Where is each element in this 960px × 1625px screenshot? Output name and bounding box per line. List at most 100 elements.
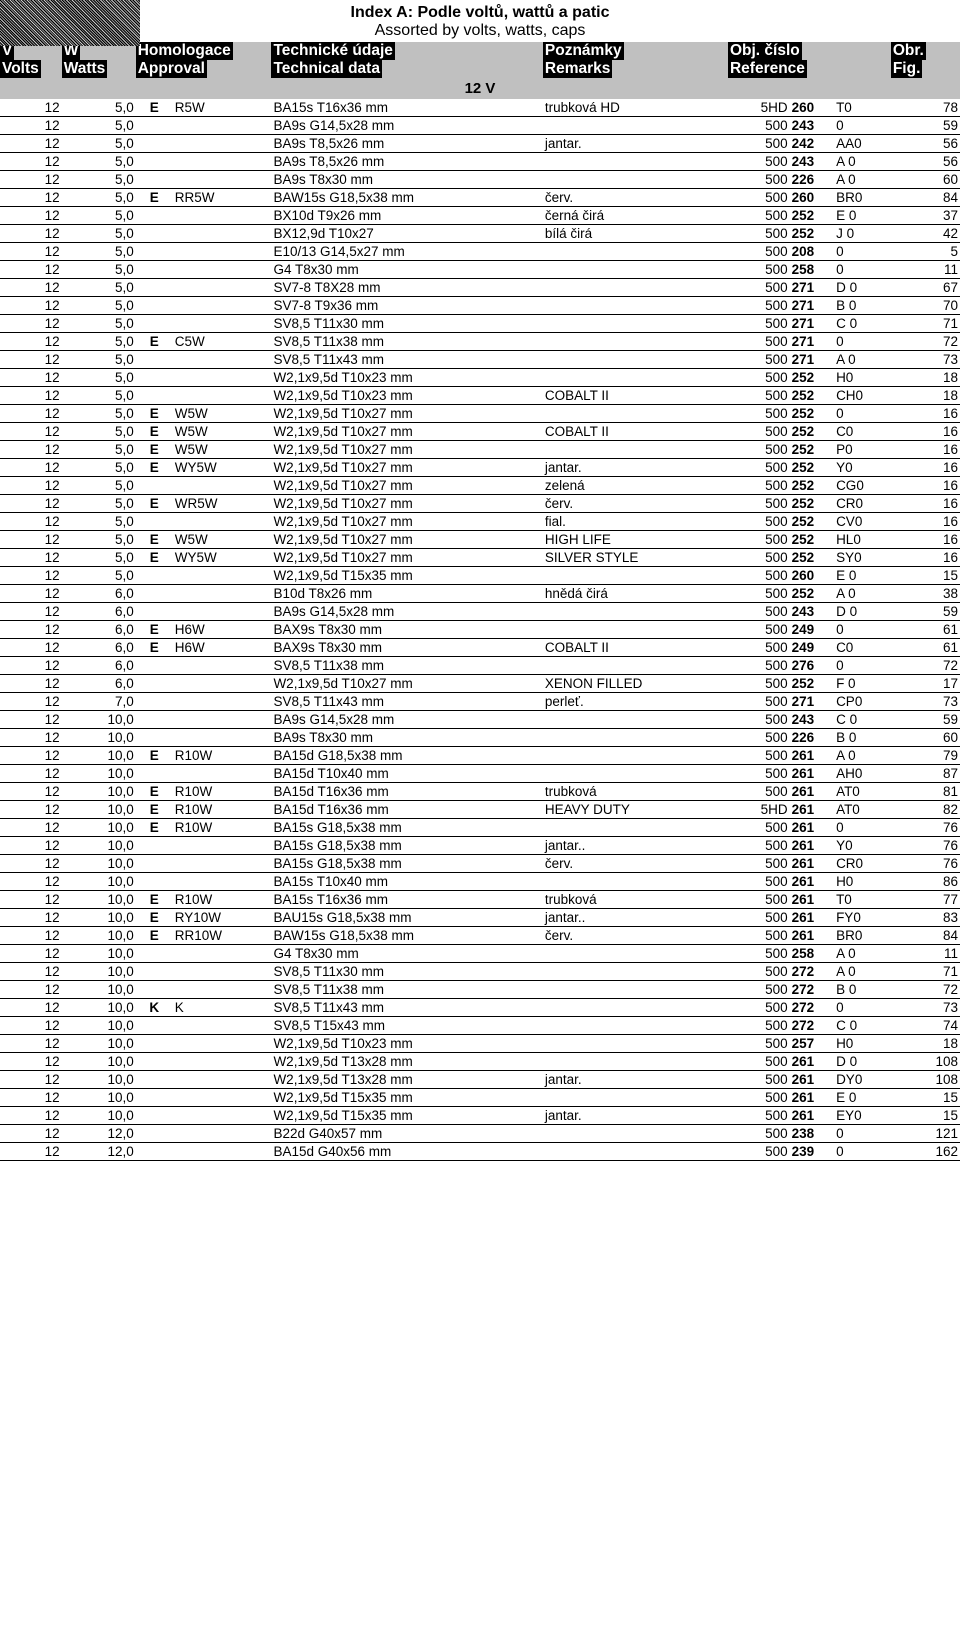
cell-approval-mark: E	[136, 819, 173, 837]
cell-volts: 12	[0, 855, 62, 873]
cell-volts: 12	[0, 1035, 62, 1053]
cell-ref-bold: 271	[790, 297, 834, 315]
table-row: 125,0W2,1x9,5d T10x27 mmfial.500252CV016	[0, 513, 960, 531]
cell-ref-suffix: J 0	[834, 225, 891, 243]
cell-ref-bold: 208	[790, 243, 834, 261]
cell-ref-prefix: 500	[728, 369, 790, 387]
table-row: 125,0G4 T8x30 mm500258011	[0, 261, 960, 279]
cell-approval-code: R10W	[173, 801, 272, 819]
cell-ref-prefix: 500	[728, 873, 790, 891]
cell-watts: 6,0	[62, 639, 136, 657]
cell-tech-data: W2,1x9,5d T15x35 mm	[271, 1089, 542, 1107]
cell-ref-prefix: 500	[728, 153, 790, 171]
hdr-volts-2: Volts	[0, 60, 41, 78]
table-row: 126,0BA9s G14,5x28 mm500243D 059	[0, 603, 960, 621]
cell-ref-suffix: A 0	[834, 945, 891, 963]
cell-remarks: COBALT II	[543, 387, 728, 405]
cell-tech-data: W2,1x9,5d T15x35 mm	[271, 567, 542, 585]
table-row: 126,0EH6WBAX9s T8x30 mm500249061	[0, 621, 960, 639]
table-row: 1210,0BA9s T8x30 mm500226B 060	[0, 729, 960, 747]
cell-approval-code	[173, 1143, 272, 1161]
cell-fig: 18	[891, 387, 960, 405]
cell-approval-code	[173, 243, 272, 261]
cell-remarks: COBALT II	[543, 639, 728, 657]
cell-fig: 59	[891, 603, 960, 621]
cell-ref-suffix: E 0	[834, 1089, 891, 1107]
cell-volts: 12	[0, 405, 62, 423]
cell-volts: 12	[0, 603, 62, 621]
cell-volts: 12	[0, 495, 62, 513]
cell-tech-data: SV8,5 T11x38 mm	[271, 333, 542, 351]
table-row: 125,0W2,1x9,5d T10x27 mmzelená500252CG01…	[0, 477, 960, 495]
cell-approval-mark	[136, 351, 173, 369]
cell-watts: 10,0	[62, 837, 136, 855]
cell-ref-prefix: 500	[728, 999, 790, 1017]
cell-remarks	[543, 765, 728, 783]
cell-fig: 82	[891, 801, 960, 819]
cell-fig: 42	[891, 225, 960, 243]
cell-tech-data: BAW15s G18,5x38 mm	[271, 189, 542, 207]
cell-remarks: jantar.	[543, 1071, 728, 1089]
cell-ref-prefix: 500	[728, 657, 790, 675]
cell-ref-suffix: CH0	[834, 387, 891, 405]
cell-remarks	[543, 1125, 728, 1143]
cell-volts: 12	[0, 837, 62, 855]
cell-fig: 77	[891, 891, 960, 909]
cell-fig: 16	[891, 441, 960, 459]
hdr-reference-2: Reference	[728, 60, 807, 78]
cell-volts: 12	[0, 909, 62, 927]
cell-volts: 12	[0, 315, 62, 333]
table-row: 1210,0KKSV8,5 T11x43 mm500272073	[0, 999, 960, 1017]
cell-ref-suffix: 0	[834, 1143, 891, 1161]
cell-ref-suffix: BR0	[834, 189, 891, 207]
cell-tech-data: BA9s T8x30 mm	[271, 171, 542, 189]
cell-tech-data: W2,1x9,5d T15x35 mm	[271, 1107, 542, 1125]
cell-volts: 12	[0, 999, 62, 1017]
table-row: 1210,0BA15d T10x40 mm500261AH087	[0, 765, 960, 783]
cell-watts: 5,0	[62, 369, 136, 387]
cell-ref-suffix: C 0	[834, 1017, 891, 1035]
cell-ref-suffix: C0	[834, 639, 891, 657]
cell-ref-bold: 272	[790, 1017, 834, 1035]
cell-ref-prefix: 500	[728, 171, 790, 189]
cell-approval-code: WY5W	[173, 459, 272, 477]
cell-approval-code	[173, 279, 272, 297]
cell-approval-mark	[136, 315, 173, 333]
cell-remarks: jantar..	[543, 837, 728, 855]
cell-ref-suffix: A 0	[834, 351, 891, 369]
cell-remarks	[543, 1035, 728, 1053]
cell-watts: 5,0	[62, 279, 136, 297]
cell-watts: 10,0	[62, 1035, 136, 1053]
hdr-reference-1: Obj. číslo	[728, 42, 802, 60]
cell-ref-prefix: 500	[728, 585, 790, 603]
cell-approval-mark: E	[136, 549, 173, 567]
cell-tech-data: BA15s T16x36 mm	[271, 891, 542, 909]
cell-watts: 5,0	[62, 297, 136, 315]
cell-remarks	[543, 315, 728, 333]
cell-fig: 73	[891, 351, 960, 369]
cell-remarks	[543, 333, 728, 351]
cell-remarks: červ.	[543, 495, 728, 513]
cell-approval-mark	[136, 225, 173, 243]
cell-remarks	[543, 369, 728, 387]
cell-watts: 5,0	[62, 225, 136, 243]
cell-approval-mark	[136, 369, 173, 387]
cell-ref-prefix: 500	[728, 387, 790, 405]
cell-ref-bold: 261	[790, 891, 834, 909]
cell-fig: 72	[891, 333, 960, 351]
cell-volts: 12	[0, 873, 62, 891]
cell-ref-suffix: EY0	[834, 1107, 891, 1125]
cell-volts: 12	[0, 639, 62, 657]
cell-fig: 81	[891, 783, 960, 801]
table-row: 1212,0B22d G40x57 mm5002380121	[0, 1125, 960, 1143]
cell-remarks	[543, 963, 728, 981]
cell-ref-prefix: 500	[728, 639, 790, 657]
cell-remarks	[543, 405, 728, 423]
table-row: 125,0EWR5WW2,1x9,5d T10x27 mmčerv.500252…	[0, 495, 960, 513]
cell-approval-code	[173, 513, 272, 531]
cell-fig: 108	[891, 1053, 960, 1071]
decorative-texture	[0, 0, 140, 46]
cell-ref-suffix: AT0	[834, 783, 891, 801]
cell-remarks: černá čirá	[543, 207, 728, 225]
cell-volts: 12	[0, 711, 62, 729]
